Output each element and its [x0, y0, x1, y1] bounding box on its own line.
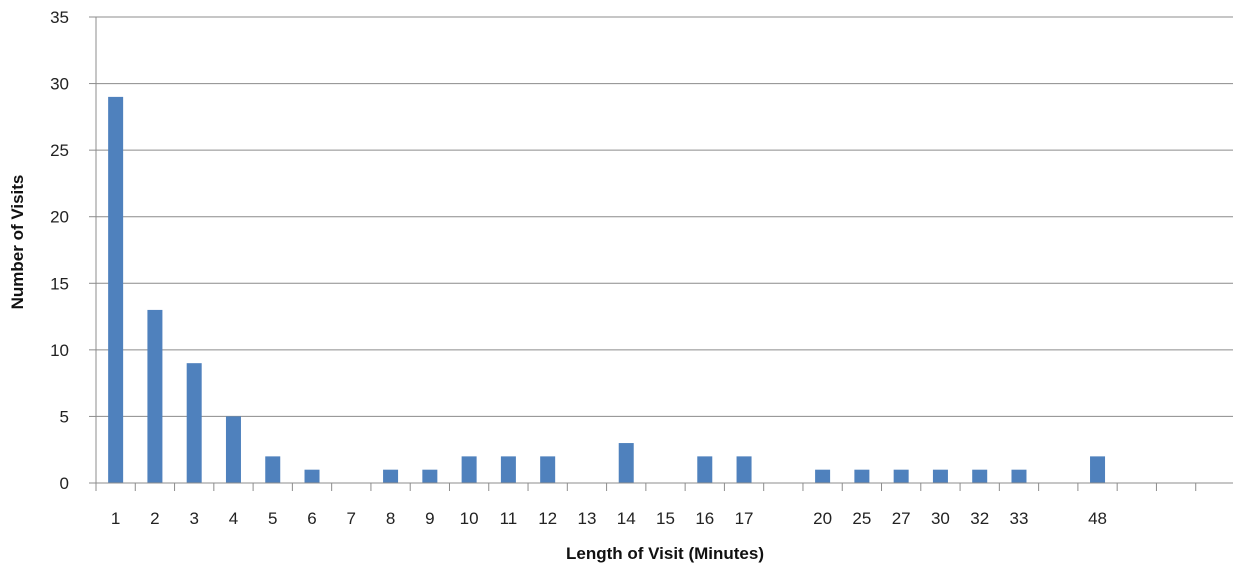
x-tick-label: 8 [386, 509, 395, 528]
x-tick-label: 33 [1010, 509, 1029, 528]
bar [815, 469, 831, 483]
x-tick-label: 30 [931, 509, 950, 528]
y-tick-label: 15 [50, 274, 69, 293]
gridlines [96, 16, 1233, 417]
axes [89, 16, 1233, 491]
y-tick-label: 5 [60, 407, 69, 426]
x-tick-label: 17 [735, 509, 754, 528]
bar [186, 363, 202, 483]
x-tick-label: 1 [111, 509, 120, 528]
y-tick-label: 25 [50, 141, 69, 160]
x-tick-label: 16 [695, 509, 714, 528]
x-tick-label: 3 [189, 509, 198, 528]
x-tick-label: 48 [1088, 509, 1107, 528]
bar [854, 469, 870, 483]
x-tick-label: 27 [892, 509, 911, 528]
x-tick-label: 6 [307, 509, 316, 528]
bar [1011, 469, 1027, 483]
bar [383, 469, 399, 483]
x-axis-title: Length of Visit (Minutes) [566, 544, 764, 563]
x-tick-label: 32 [970, 509, 989, 528]
bar [304, 469, 320, 483]
x-tick-label: 7 [347, 509, 356, 528]
y-tick-label: 20 [50, 208, 69, 227]
y-axis-title: Number of Visits [8, 175, 27, 310]
bar [225, 416, 241, 483]
x-tick-label: 10 [460, 509, 479, 528]
bar [697, 456, 713, 483]
y-tick-label: 10 [50, 341, 69, 360]
x-tick-label: 13 [577, 509, 596, 528]
x-tick-label: 25 [852, 509, 871, 528]
bars [108, 96, 1106, 483]
x-tick-label: 12 [538, 509, 557, 528]
bar [461, 456, 477, 483]
x-tick-label: 20 [813, 509, 832, 528]
x-tick-label: 11 [500, 509, 518, 528]
y-tick-label: 0 [60, 474, 69, 493]
x-tick-label: 14 [617, 509, 636, 528]
x-tick-label: 4 [229, 509, 238, 528]
x-tick-label: 9 [425, 509, 434, 528]
y-tick-label: 30 [50, 75, 69, 94]
bar [108, 96, 124, 483]
bar [893, 469, 909, 483]
y-tick-label: 35 [50, 8, 69, 27]
bar [932, 469, 948, 483]
bar [147, 309, 163, 483]
x-tick-label: 5 [268, 509, 277, 528]
bar [618, 443, 634, 483]
bar [500, 456, 516, 483]
bar [422, 469, 438, 483]
bar [972, 469, 988, 483]
x-tick-label: 15 [656, 509, 675, 528]
bar [1090, 456, 1106, 483]
x-tick-label: 2 [150, 509, 159, 528]
bar [265, 456, 281, 483]
bar [540, 456, 556, 483]
bar [736, 456, 752, 483]
